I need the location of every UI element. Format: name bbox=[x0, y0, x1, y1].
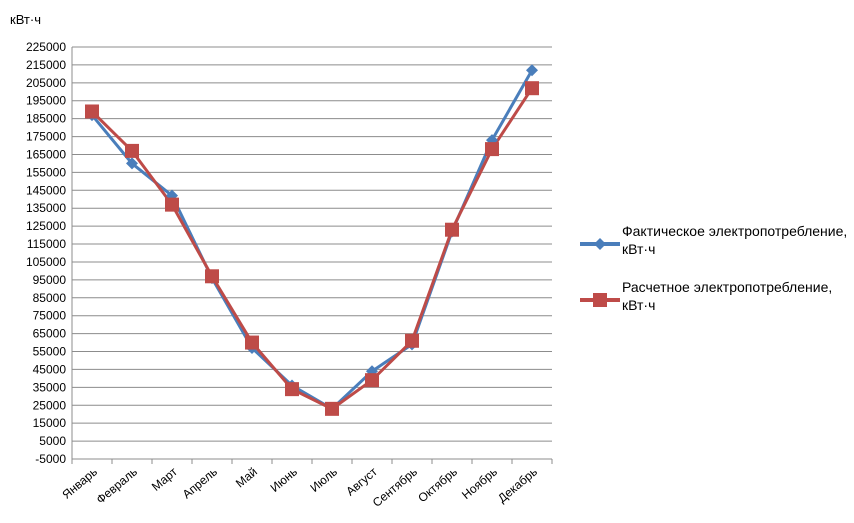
x-tick-label: Ноябрь bbox=[459, 465, 500, 502]
y-tick-label: 5000 bbox=[39, 434, 66, 448]
data-point-calculated bbox=[445, 222, 459, 237]
x-tick-label: Апрель bbox=[180, 465, 220, 502]
y-tick-label: 205000 bbox=[26, 76, 66, 90]
y-tick-label: 15000 bbox=[33, 416, 67, 430]
x-tick-label: Июнь bbox=[268, 465, 300, 495]
y-tick-label: 25000 bbox=[33, 398, 67, 412]
legend-label-actual: Фактическое электропотребление, кВт·ч bbox=[622, 223, 848, 257]
series-lines bbox=[90, 69, 534, 411]
y-tick-label: -5000 bbox=[35, 452, 66, 466]
data-point-calculated bbox=[165, 197, 179, 212]
data-point-calculated bbox=[485, 142, 499, 157]
x-tick-label: Июль bbox=[307, 465, 339, 495]
x-tick-label: Февраль bbox=[94, 465, 140, 507]
x-tick-label: Сентябрь bbox=[370, 465, 420, 510]
legend-swatch-actual bbox=[580, 238, 620, 250]
series-line-calculated bbox=[90, 87, 534, 411]
y-tick-label: 175000 bbox=[26, 130, 66, 144]
data-point-calculated bbox=[205, 269, 219, 284]
y-tick-labels: -5000 5000 15000 25000 35000 45000 55000 65000 7… bbox=[26, 40, 66, 466]
y-tick-label: 105000 bbox=[26, 255, 66, 269]
x-tick-label: Август bbox=[343, 464, 380, 498]
y-tick-label: 165000 bbox=[26, 147, 66, 161]
y-tick-label: 45000 bbox=[33, 362, 67, 376]
data-point-calculated bbox=[125, 143, 139, 158]
axes bbox=[71, 47, 553, 464]
data-point-calculated bbox=[285, 382, 299, 397]
x-tick-label: Октябрь bbox=[415, 465, 460, 506]
y-tick-label: 115000 bbox=[27, 237, 66, 251]
series-line-actual bbox=[90, 69, 534, 411]
y-tick-label: 125000 bbox=[26, 219, 66, 233]
data-point-calculated bbox=[245, 335, 259, 350]
y-tick-label: 155000 bbox=[26, 165, 66, 179]
y-tick-label: 145000 bbox=[26, 183, 66, 197]
legend-item-actual: Фактическое электропотребление, кВт·ч bbox=[580, 218, 850, 274]
y-tick-label: 65000 bbox=[33, 327, 67, 341]
y-tick-label: 185000 bbox=[26, 112, 66, 126]
y-axis-unit-label: кВт·ч bbox=[10, 12, 41, 27]
y-tick-label: 195000 bbox=[26, 94, 66, 108]
data-point-calculated bbox=[525, 81, 539, 96]
x-tick-label: Май bbox=[233, 465, 260, 491]
x-tick-label: Март bbox=[149, 464, 180, 494]
data-point-actual bbox=[526, 64, 538, 77]
data-point-calculated bbox=[325, 401, 339, 416]
legend-swatch-calculated bbox=[580, 293, 620, 307]
series-markers bbox=[85, 64, 539, 416]
data-point-calculated bbox=[365, 373, 379, 388]
data-point-calculated bbox=[405, 333, 419, 348]
y-tick-label: 135000 bbox=[26, 201, 66, 215]
y-tick-label: 225000 bbox=[26, 40, 66, 54]
legend: Фактическое электропотребление, кВт·ч Ра… bbox=[580, 218, 850, 330]
y-tick-label: 215000 bbox=[26, 58, 66, 72]
data-point-calculated bbox=[85, 104, 99, 119]
legend-label-calculated: Расчетное электропотребление, кВт·ч bbox=[622, 279, 833, 313]
data-point-actual bbox=[126, 157, 138, 170]
y-tick-label: 95000 bbox=[33, 273, 67, 287]
x-tick-label: Декабрь bbox=[495, 465, 540, 506]
y-tick-label: 75000 bbox=[33, 309, 67, 323]
legend-item-calculated: Расчетное электропотребление, кВт·ч bbox=[580, 274, 850, 330]
y-tick-label: 55000 bbox=[33, 345, 67, 359]
y-tick-label: 35000 bbox=[33, 380, 67, 394]
y-tick-label: 85000 bbox=[33, 291, 67, 305]
